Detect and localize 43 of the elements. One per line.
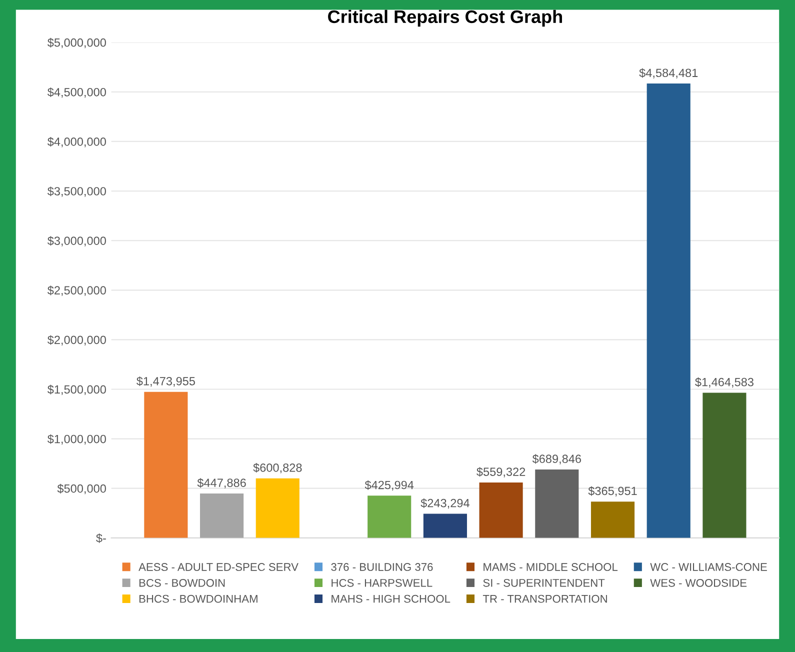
data-label: $365,951 [588, 486, 637, 497]
bar [535, 470, 579, 538]
bar [479, 482, 523, 538]
data-label: $1,473,955 [136, 376, 195, 387]
legend-label: 376 - BUILDING 376 [331, 563, 433, 571]
legend-label: SI - SUPERINTENDENT [483, 578, 605, 587]
y-tick-label: $2,500,000 [47, 286, 106, 296]
legend-label: MAMS - MIDDLE SCHOOL [484, 563, 618, 571]
data-label: $559,322 [476, 467, 526, 478]
data-label: $600,828 [253, 463, 302, 474]
y-tick-label: $- [96, 533, 106, 543]
legend-label: AESS - ADULT ED-SPEC SERV [138, 563, 298, 571]
y-tick-label: $5,000,000 [47, 38, 106, 48]
y-tick-label: $4,000,000 [47, 137, 106, 148]
data-label: $4,584,481 [639, 68, 698, 78]
legend-label: WES - WOODSIDE [650, 578, 747, 587]
bar [256, 478, 300, 538]
y-tick-label: $3,500,000 [47, 186, 106, 197]
legend-label: TR - TRANSPORTATION [482, 594, 607, 603]
data-label: $1,464,583 [695, 377, 754, 388]
data-label: $243,294 [420, 498, 470, 509]
y-tick-label: $500,000 [57, 484, 106, 494]
y-tick-label: $1,000,000 [47, 434, 106, 445]
bar [646, 84, 690, 538]
legend-label: BHCS - BOWDOINHAM [139, 594, 258, 603]
bar [200, 494, 244, 538]
y-tick-label: $2,000,000 [47, 335, 106, 346]
legend-label: BCS - BOWDOIN [139, 578, 225, 587]
y-tick-label: $1,500,000 [47, 384, 106, 396]
legend-label: HCS - HARPSWELL [332, 578, 432, 587]
bar [423, 514, 467, 538]
y-tick-label: $4,500,000 [47, 87, 106, 98]
legend-label: WC - WILLIAMS-CONE [650, 563, 767, 571]
bar [368, 496, 412, 538]
data-label: $425,994 [364, 480, 414, 491]
bar [590, 502, 635, 538]
bar [702, 392, 746, 538]
chart-title: Critical Repairs Cost Graph [328, 10, 562, 27]
legend-label: MAHS - HIGH SCHOOL [332, 594, 450, 603]
data-label: $447,886 [197, 478, 246, 488]
data-label: $689,846 [532, 454, 582, 464]
bar [144, 392, 188, 538]
y-tick-label: $3,000,000 [47, 236, 106, 246]
